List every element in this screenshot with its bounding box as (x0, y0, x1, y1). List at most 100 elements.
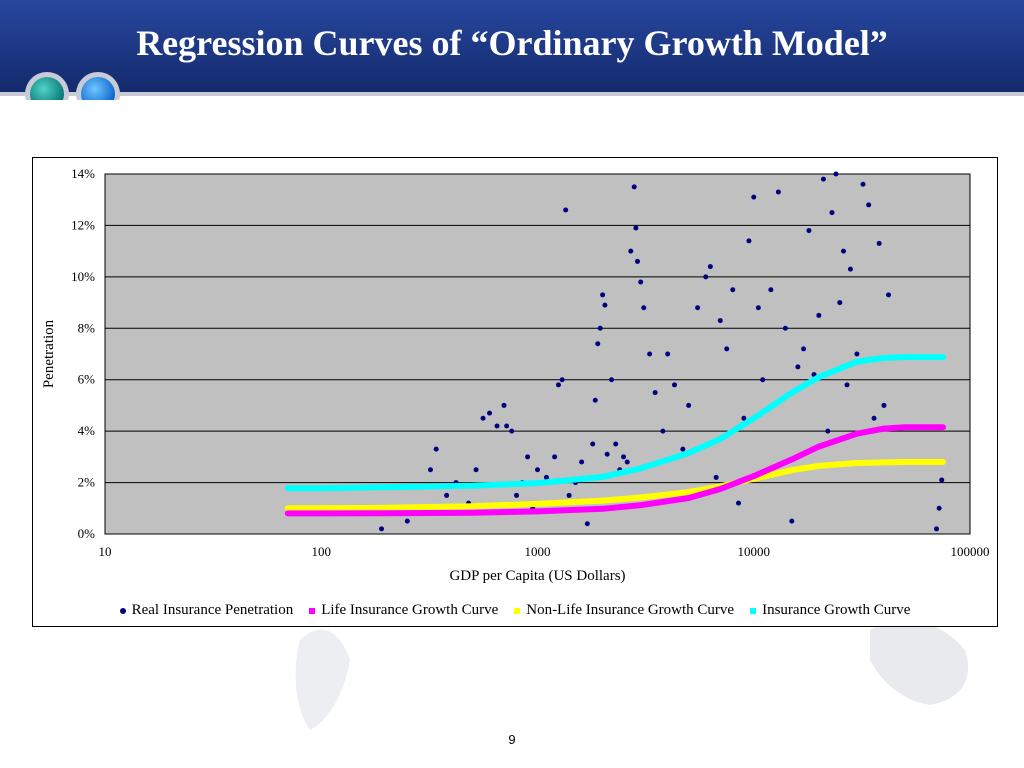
x-tick-label: 100000 (951, 544, 990, 559)
y-tick-label: 4% (78, 423, 96, 438)
decor-ball-blue-icon (81, 77, 115, 100)
x-tick-label: 100 (312, 544, 332, 559)
real-penetration-point (514, 492, 520, 498)
title-banner (0, 0, 1024, 100)
y-tick-label: 2% (78, 475, 96, 490)
real-penetration-point (939, 477, 945, 483)
legend-marker-icon (309, 607, 316, 614)
legend-label: Life Insurance Growth Curve (321, 602, 499, 618)
chart-frame: 0% 2% 4% 6% 8% 10% 12% 14% 10 100 1000 10000 100000 G… (32, 157, 998, 627)
real-penetration-point (427, 467, 433, 473)
legend-item: Insurance Growth Curve (750, 602, 910, 619)
real-penetration-point (686, 402, 692, 408)
real-penetration-point (487, 410, 493, 416)
real-penetration-point (555, 382, 561, 388)
real-penetration-point (755, 305, 761, 311)
real-penetration-point (600, 292, 606, 298)
x-axis-label: GDP per Capita (US Dollars) (449, 568, 625, 584)
real-penetration-point (724, 346, 730, 352)
real-penetration-point (717, 318, 723, 324)
real-penetration-point (535, 467, 540, 473)
real-penetration-point (775, 189, 781, 195)
real-penetration-point (735, 500, 741, 506)
real-penetration-point (501, 402, 507, 408)
real-penetration-point (631, 184, 637, 190)
nonlife-growth-curve (284, 459, 946, 512)
legend-marker-icon (750, 607, 757, 614)
real-penetration-point (713, 474, 719, 480)
real-penetration-point (584, 521, 590, 527)
real-penetration-point (590, 441, 596, 447)
real-penetration-point (760, 377, 766, 383)
y-tick-label: 12% (71, 217, 95, 232)
life-growth-curve (284, 424, 946, 517)
y-axis-label: Penetration (41, 319, 57, 388)
x-tick-label: 1000 (525, 544, 551, 559)
real-penetration-point (609, 377, 615, 383)
real-penetration-point (829, 210, 835, 216)
real-penetration-point (886, 292, 892, 298)
real-penetration-point (741, 415, 747, 421)
real-penetration-point (444, 492, 450, 498)
real-penetration-point (579, 459, 585, 465)
real-penetration-point (480, 415, 486, 421)
real-penetration-point (806, 228, 812, 234)
real-penetration-point (509, 428, 515, 434)
real-penetration-point (525, 454, 531, 460)
legend-marker-icon (514, 607, 521, 614)
real-penetration-point (866, 202, 872, 208)
real-penetration-point (847, 266, 853, 272)
real-penetration-point (566, 492, 572, 498)
real-penetration-point (433, 446, 439, 452)
real-penetration-point (595, 341, 601, 347)
legend-item: Life Insurance Growth Curve (309, 602, 498, 619)
real-penetration-point (876, 240, 882, 246)
insurance-growth-curve (284, 354, 946, 492)
real-penetration-point (592, 397, 598, 403)
real-penetration-point (638, 279, 644, 285)
real-penetration-point (473, 467, 479, 473)
real-penetration-point (789, 518, 795, 524)
real-penetration-point (563, 207, 569, 213)
real-penetration-point (825, 428, 831, 434)
real-penetration-point (816, 312, 822, 318)
chart-legend: Real Insurance Penetration Life Insurance… (33, 602, 997, 619)
legend-label: Insurance Growth Curve (762, 602, 911, 618)
real-penetration-point (680, 446, 686, 452)
y-tick-label: 8% (78, 320, 96, 335)
real-penetration-point (837, 300, 843, 306)
real-penetration-point (652, 390, 658, 396)
real-penetration-point (504, 423, 510, 429)
real-penetration-point (782, 325, 788, 331)
real-penetration-point (624, 459, 630, 465)
real-penetration-point (881, 402, 887, 408)
legend-item: Real Insurance Penetration (119, 602, 294, 619)
real-penetration-point (628, 248, 634, 254)
legend-marker-icon (119, 607, 126, 614)
real-penetration-point (833, 171, 839, 177)
y-tick-label: 6% (78, 372, 96, 387)
slide-title: Regression Curves of “Ordinary Growth Mo… (136, 23, 888, 63)
real-penetration-point (559, 377, 565, 383)
y-tick-label: 10% (71, 269, 95, 284)
real-penetration-point (860, 181, 866, 187)
real-penetration-point (602, 302, 608, 308)
y-tick-label: 0% (78, 526, 96, 541)
real-penetration-point (404, 518, 410, 524)
legend-label: Real Insurance Penetration (131, 602, 294, 618)
x-tick-label: 10 (99, 544, 112, 559)
real-penetration-point (840, 248, 846, 254)
real-penetration-point (695, 305, 701, 311)
x-tick-label: 10000 (738, 544, 771, 559)
real-penetration-point (746, 238, 752, 244)
real-penetration-point (647, 351, 653, 357)
plot-area (104, 173, 971, 535)
legend-item: Non-Life Insurance Growth Curve (514, 602, 734, 619)
real-penetration-point (801, 346, 807, 352)
real-penetration-point (751, 194, 757, 200)
real-penetration-point (543, 474, 549, 480)
real-penetration-point (634, 258, 640, 264)
real-penetration-point (552, 454, 558, 460)
real-penetration-point (633, 225, 639, 231)
decor-ball-teal-icon (30, 77, 64, 100)
